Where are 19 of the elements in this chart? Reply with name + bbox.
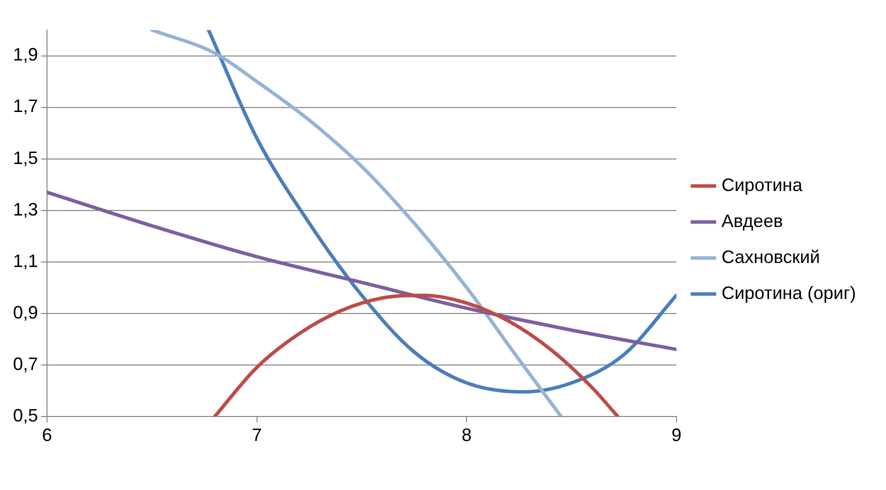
y-tick-label: 1,1	[12, 250, 38, 271]
x-tick-label: 7	[252, 425, 262, 446]
legend-label: Сиротина	[721, 174, 804, 195]
y-tick-label: 0,7	[12, 354, 38, 374]
y-tick-label: 1,3	[12, 199, 38, 220]
y-tick-label: 0,5	[12, 405, 38, 426]
y-tick-label: 0,9	[12, 302, 38, 322]
line-series	[206, 30, 676, 394]
x-tick-label: 9	[671, 425, 682, 446]
line-series	[150, 30, 563, 416]
y-tick-label: 1,7	[12, 96, 38, 116]
x-tick-label: 8	[462, 425, 472, 446]
line-series	[213, 294, 620, 416]
y-tick-label: 1,5	[12, 148, 38, 168]
x-tick-label: 6	[42, 425, 52, 446]
legend-label: Сахновский	[721, 246, 820, 267]
y-tick-label: 1,9	[12, 44, 38, 65]
legend-label: Авдеев	[721, 210, 783, 231]
legend-label: Сиротина (ориг)	[721, 282, 856, 303]
